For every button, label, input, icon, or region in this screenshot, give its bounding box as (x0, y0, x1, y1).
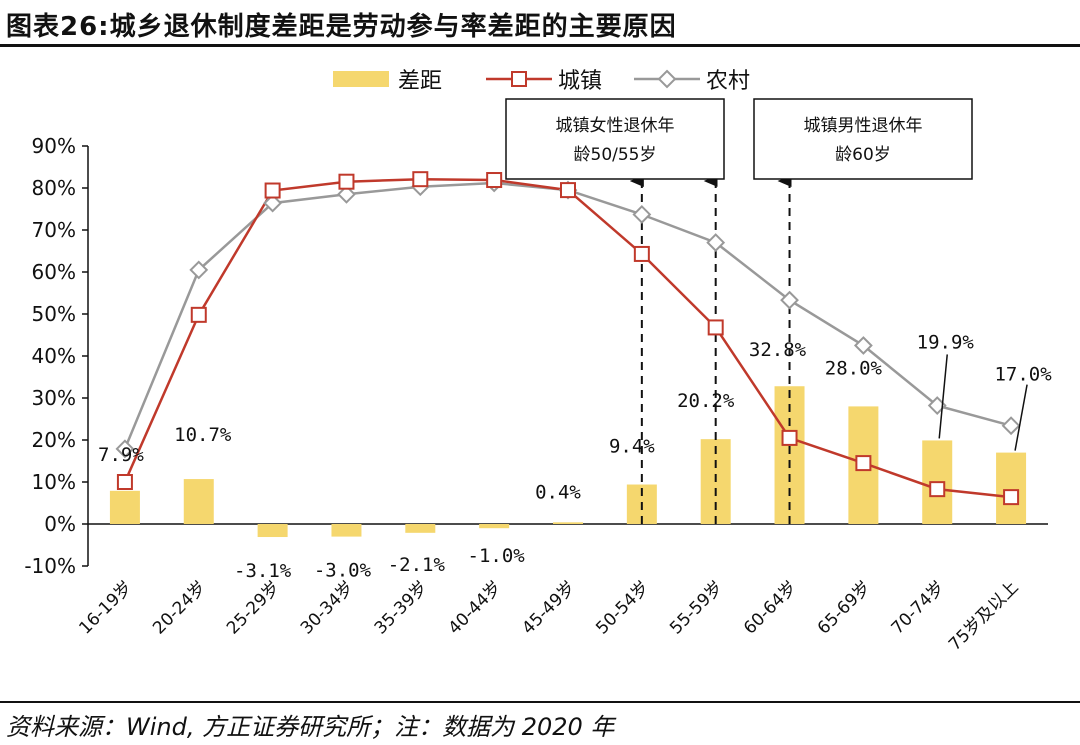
x-tick-label: 45-49岁 (518, 577, 579, 638)
point-urban (264, 182, 281, 199)
bar-gap (479, 524, 510, 529)
x-tick-label: 60-64岁 (740, 577, 801, 638)
point-rural (780, 290, 799, 310)
legend-swatch-gap (333, 71, 389, 87)
point-urban (560, 182, 576, 199)
legend: 差距 城镇 农村 (333, 69, 750, 94)
top-rule (0, 44, 1080, 47)
data-label-gap: 32.8% (749, 339, 807, 361)
point-rural (632, 205, 652, 224)
y-tick-label: -10% (24, 554, 76, 578)
legend-label-urban: 城镇 (558, 69, 602, 94)
point-urban (412, 171, 429, 188)
annotation-text-line2: 龄50/55岁 (574, 145, 657, 165)
x-tick-label: 50-54岁 (592, 577, 653, 638)
leader-line (1014, 384, 1028, 451)
y-tick-label: 20% (32, 428, 76, 452)
annotation-text-line2: 龄60岁 (835, 145, 891, 165)
point-urban (190, 306, 207, 323)
data-label-gap: 19.9% (917, 331, 975, 353)
annotation-male-retirement: 城镇男性退休年 龄60岁 (753, 98, 973, 180)
annotation-box (505, 98, 725, 180)
x-tick-label: 20-24岁 (149, 577, 210, 638)
x-tick-label: 30-34岁 (297, 577, 358, 638)
point-rural (706, 233, 726, 253)
legend-label-rural: 农村 (706, 69, 750, 94)
chart-title: 图表26:城乡退休制度差距是劳动参与率差距的主要原因 (6, 12, 677, 42)
point-urban (707, 319, 724, 336)
point-urban (486, 172, 503, 189)
x-tick-label: 16-19岁 (75, 577, 136, 638)
bar-gap (331, 524, 362, 537)
bar-gap (257, 524, 288, 538)
point-urban (929, 481, 946, 498)
y-tick-label: 80% (32, 176, 76, 200)
leader-line (938, 354, 948, 439)
x-tick-label: 25-29岁 (223, 577, 284, 638)
bottom-rule (0, 701, 1080, 703)
point-rural (115, 439, 135, 459)
point-urban (855, 455, 872, 472)
x-tick-label: 35-39岁 (371, 577, 432, 638)
point-urban (1003, 489, 1020, 506)
y-tick-label: 10% (32, 470, 76, 494)
y-tick-label: 40% (32, 344, 76, 368)
y-tick-label: 30% (32, 386, 76, 410)
source-note: 资料来源：Wind, 方正证券研究所；注：数据为 2020 年 (6, 713, 615, 741)
annotation-female-retirement: 城镇女性退休年 龄50/55岁 (505, 98, 725, 180)
data-label-gap: 7.9% (98, 444, 144, 466)
bar-gap (183, 479, 214, 524)
x-tick-label: 55-59岁 (666, 577, 727, 638)
point-rural (189, 260, 209, 280)
y-tick-label: 60% (32, 260, 76, 284)
annotation-box (753, 98, 973, 180)
point-rural (1001, 416, 1021, 436)
point-urban (633, 245, 650, 262)
y-tick-label: 0% (44, 512, 76, 536)
data-label-gap: -2.1% (388, 554, 446, 576)
bar-gap (996, 452, 1027, 524)
data-label-gap: 10.7% (174, 424, 232, 446)
y-tick-label: 50% (32, 302, 76, 326)
point-urban (781, 429, 798, 446)
point-urban (116, 474, 133, 490)
bar-gap (109, 490, 140, 524)
data-label-gap: 28.0% (825, 357, 883, 379)
x-tick-label: 75岁及以上 (945, 577, 1023, 655)
annotation-text-line1: 城镇男性退休年 (804, 116, 923, 136)
legend-label-gap: 差距 (398, 69, 442, 94)
data-label-gap: 9.4% (609, 436, 655, 458)
bar-gap (553, 522, 583, 524)
bar-gap (405, 524, 436, 533)
data-label-gap: 17.0% (994, 364, 1052, 386)
data-label-gap: 0.4% (535, 481, 581, 503)
data-label-gap: -3.0% (314, 560, 372, 582)
annotation-text-line1: 城镇女性退休年 (556, 116, 675, 136)
data-label-gap: 20.2% (677, 390, 735, 412)
data-label-gap: -3.1% (234, 560, 292, 582)
legend-marker-urban (511, 71, 527, 87)
y-tick-label: 70% (32, 218, 76, 242)
x-tick-label: 65-69岁 (814, 577, 875, 638)
y-tick-label: 90% (32, 134, 76, 158)
chart-area: -10% 0% 10% 20% 30% 40% 50% 60% 70% 80% 90% 7.9% 10… (24, 69, 1052, 655)
data-label-gap: -1.0% (468, 545, 526, 567)
point-rural (263, 193, 283, 213)
point-urban (338, 173, 355, 190)
x-tick-label: 70-74岁 (888, 577, 949, 638)
legend-marker-rural (657, 69, 677, 89)
point-rural (853, 336, 873, 355)
point-rural (337, 184, 356, 204)
x-tick-label: 40-44岁 (445, 577, 506, 638)
